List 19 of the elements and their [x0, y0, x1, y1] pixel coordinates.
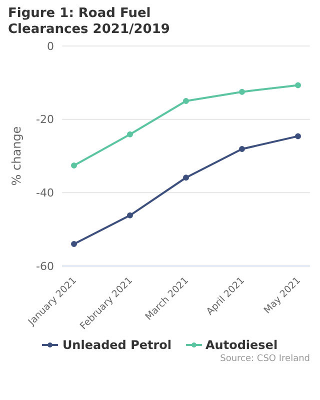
legend-label: Autodiesel: [206, 338, 278, 352]
source-note: Source: CSO Ireland: [219, 354, 311, 364]
y-axis-title: % change: [9, 126, 24, 186]
point: [295, 82, 301, 88]
legend-label: Unleaded Petrol: [62, 338, 172, 352]
y-tick-label: -20: [36, 113, 54, 126]
point: [183, 98, 189, 104]
point: [71, 241, 77, 247]
point: [183, 174, 189, 181]
y-tick-label: 0: [47, 40, 54, 53]
point: [127, 212, 133, 218]
point: [71, 162, 77, 169]
point: [127, 131, 133, 138]
point: [295, 133, 301, 140]
point: [239, 146, 245, 152]
point: [239, 88, 245, 95]
y-tick-label: -60: [36, 260, 54, 273]
chart-title: Figure 1: Road Fuel Clearances 2021/2019: [7, 5, 171, 38]
y-tick-label: -40: [36, 186, 54, 200]
